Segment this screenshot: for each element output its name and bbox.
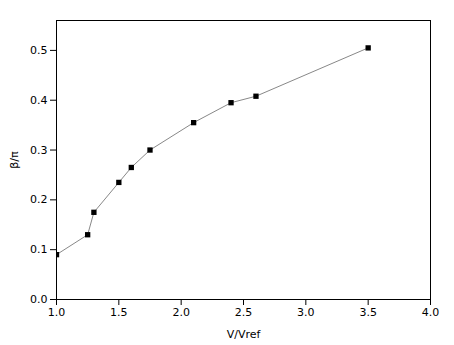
svg-text:V/Vref: V/Vref — [227, 328, 262, 341]
svg-text:0.0: 0.0 — [30, 293, 48, 306]
svg-text:1.0: 1.0 — [48, 306, 66, 319]
svg-text:0.3: 0.3 — [30, 144, 48, 157]
svg-text:0.5: 0.5 — [30, 44, 48, 57]
svg-text:3.0: 3.0 — [297, 306, 315, 319]
svg-text:4.0: 4.0 — [422, 306, 440, 319]
svg-text:2.0: 2.0 — [172, 306, 190, 319]
svg-text:3.5: 3.5 — [359, 306, 377, 319]
svg-text:0.1: 0.1 — [30, 243, 48, 256]
svg-text:0.4: 0.4 — [30, 94, 48, 107]
svg-text:2.5: 2.5 — [235, 306, 253, 319]
svg-text:0.2: 0.2 — [30, 193, 48, 206]
svg-text:1.5: 1.5 — [110, 306, 128, 319]
svg-text:β/π: β/π — [8, 151, 21, 169]
